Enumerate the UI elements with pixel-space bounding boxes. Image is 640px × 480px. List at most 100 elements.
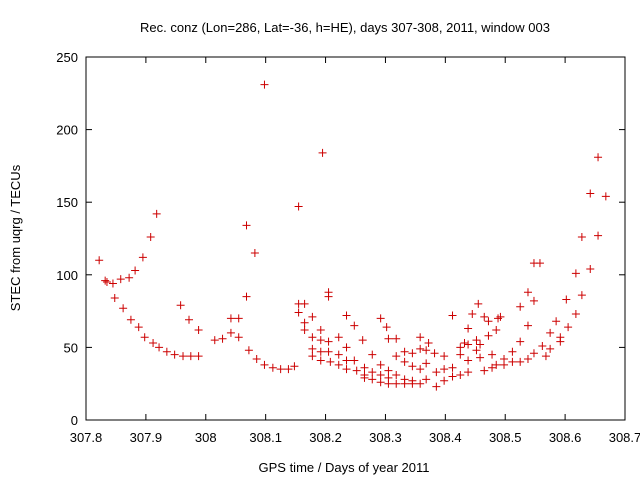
x-tick-label: 308.1 [249,430,282,445]
data-point [384,334,393,343]
data-point [376,378,385,387]
data-point [492,325,501,334]
data-point [523,288,532,297]
data-point [316,336,325,345]
data-point [432,368,441,377]
data-point [496,312,505,321]
data-point [316,325,325,334]
data-point [294,202,303,211]
data-point [488,363,497,372]
data-point [552,317,561,326]
data-point [448,363,457,372]
data-point [472,336,481,345]
data-point [138,253,147,262]
data-point [116,275,125,284]
data-point [324,337,333,346]
data-point [384,379,393,388]
plot-area-frame [85,56,626,421]
data-point [440,376,449,385]
data-point [126,315,135,324]
data-point [268,363,277,372]
data-point [546,328,555,337]
data-point [360,363,369,372]
data-point [234,314,243,323]
data-point [416,344,425,353]
data-point [300,318,309,327]
data-point [308,333,317,342]
data-point [422,346,431,355]
data-point [368,350,377,359]
data-point [392,370,401,379]
data-point [416,365,425,374]
data-point [294,308,303,317]
data-point [218,334,227,343]
data-point [508,347,517,356]
data-point [562,295,571,304]
data-point [350,356,359,365]
data-point [260,360,269,369]
data-point [594,153,603,162]
data-point [324,347,333,356]
data-point [480,312,489,321]
data-point [244,346,253,355]
data-point [250,249,259,258]
data-point [162,347,171,356]
data-point [334,360,343,369]
chart-title: Rec. conz (Lon=286, Lat=-36, h=HE), days… [140,20,550,35]
data-point [134,323,143,332]
y-axis-label: STEC from uqrg / TECUs [8,164,23,311]
data-point [185,315,194,324]
x-axis-label: GPS time / Days of year 2011 [259,460,430,475]
data-points [95,80,610,391]
data-point [226,314,235,323]
data-point [448,311,457,320]
data-point [529,349,538,358]
x-tick-label: 308.5 [489,430,522,445]
data-point [474,299,483,308]
data-point [368,368,377,377]
x-tick-label: 308.6 [549,430,582,445]
data-point [108,279,117,288]
data-point [226,328,235,337]
data-point [334,333,343,342]
data-point [523,321,532,330]
data-point [179,352,188,361]
y-axis-ticks: 0 50 100 150 200 250 [56,50,625,428]
x-tick-label: 308.2 [309,430,342,445]
data-point [408,349,417,358]
data-point [484,317,493,326]
data-point [456,343,465,352]
data-point [242,292,251,301]
y-tick-label: 50 [64,340,78,355]
data-point [422,359,431,368]
data-point [119,304,128,313]
data-point [416,333,425,342]
data-point [432,382,441,391]
data-point [308,312,317,321]
data-point [448,372,457,381]
data-point [594,231,603,240]
data-point [194,352,203,361]
data-point [382,323,391,332]
data-point [234,333,243,342]
data-point [308,344,317,353]
data-point [276,365,285,374]
data-point [300,299,309,308]
x-tick-label: 308 [195,430,217,445]
data-point [400,357,409,366]
data-point [400,379,409,388]
data-point [326,357,335,366]
data-point [384,366,393,375]
data-point [392,352,401,361]
data-point [440,352,449,361]
data-point [376,314,385,323]
data-point [95,256,104,265]
data-point [342,356,351,365]
data-point [476,353,485,362]
y-tick-label: 250 [56,50,78,65]
data-point [464,368,473,377]
y-tick-label: 0 [71,413,78,428]
data-point [392,379,401,388]
y-tick-label: 200 [56,123,78,138]
data-point [571,269,580,278]
